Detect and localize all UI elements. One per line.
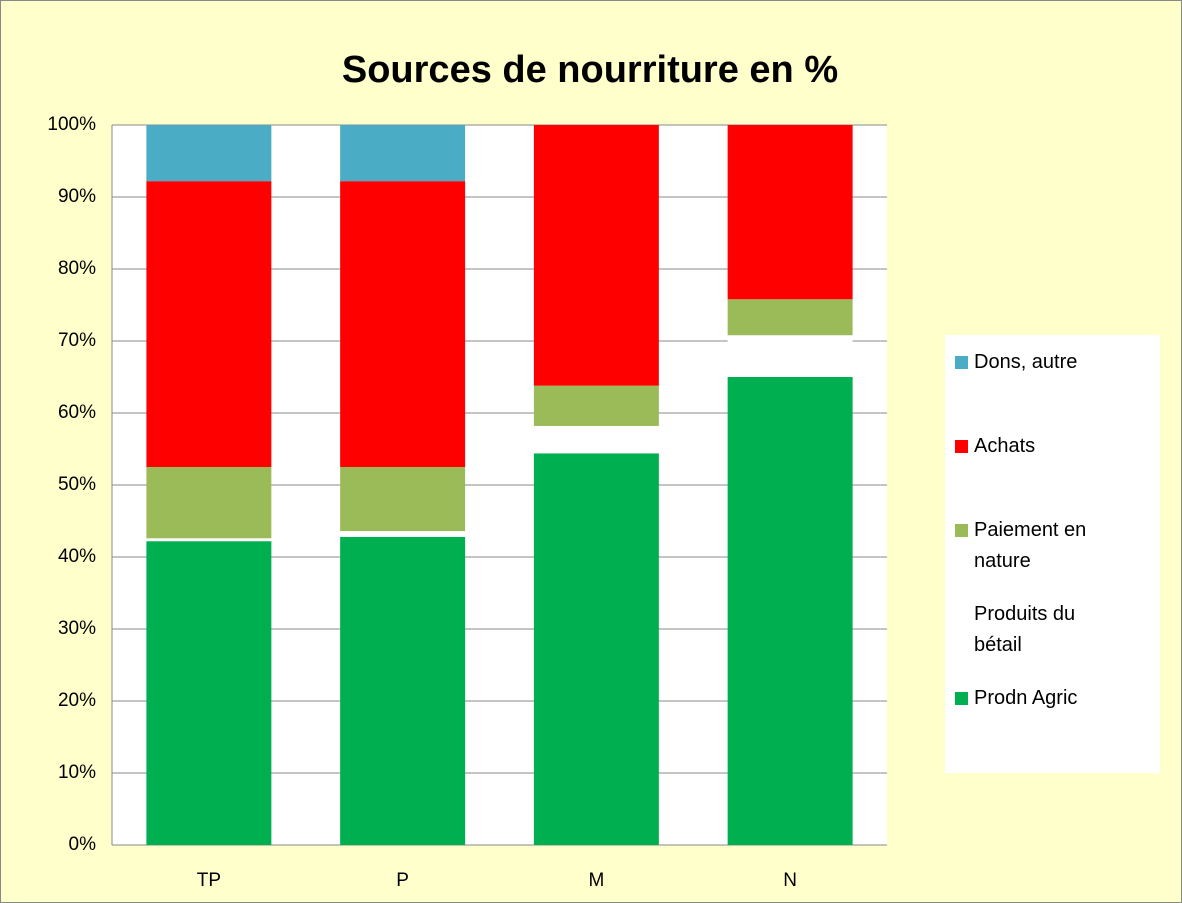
legend-label: Paiement en nature: [974, 519, 1087, 572]
x-tick-label: M: [588, 870, 604, 891]
bar-segment: [146, 181, 272, 467]
y-tick-label: 40%: [58, 546, 96, 567]
chart-title: Sources de nourriture en %: [342, 49, 838, 91]
y-tick-label: 90%: [58, 186, 96, 207]
legend-swatch: [955, 524, 968, 537]
y-tick-label: 10%: [58, 762, 96, 783]
bar-segment: [340, 536, 466, 845]
bar-segment: [340, 531, 466, 537]
bar-segment: [146, 125, 272, 182]
y-tick-label: 100%: [47, 114, 96, 135]
legend-label: Achats: [974, 435, 1036, 457]
y-tick-label: 0%: [69, 834, 97, 855]
y-tick-label: 50%: [58, 474, 96, 495]
legend-item: Dons, autre: [955, 347, 1160, 431]
bar-segment: [340, 467, 466, 532]
legend-swatch: [955, 608, 968, 621]
bar-segment: [533, 385, 659, 426]
y-tick-label: 80%: [58, 258, 96, 279]
bar-segment: [340, 181, 466, 467]
legend-item: Achats: [955, 431, 1160, 515]
legend-item: Produits du bétail: [955, 599, 1160, 683]
y-tick-label: 70%: [58, 330, 96, 351]
y-tick-label: 20%: [58, 690, 96, 711]
legend-swatch: [955, 440, 968, 453]
bar-segment: [146, 538, 272, 542]
bar-segment: [727, 299, 853, 336]
x-tick-label: N: [783, 870, 797, 891]
bar-segment: [727, 125, 853, 300]
legend-swatch: [955, 692, 968, 705]
legend: Dons, autre Achats Paiement en nature Produ…: [945, 335, 1160, 773]
bar-segment: [146, 467, 272, 539]
bar-segment: [340, 125, 466, 182]
legend-swatch: [955, 356, 968, 369]
legend-label: Produits du bétail: [974, 603, 1076, 656]
x-tick-label: P: [396, 870, 409, 891]
legend-item: Paiement en nature: [955, 515, 1160, 599]
legend-item: Prodn Agric: [955, 683, 1160, 767]
y-tick-label: 30%: [58, 618, 96, 639]
bar-segment: [146, 541, 272, 845]
x-tick-label: TP: [197, 870, 221, 891]
bar-segment: [533, 425, 659, 454]
bar-segment: [727, 335, 853, 377]
bar-segment: [533, 453, 659, 845]
legend-label: Dons, autre: [974, 351, 1078, 373]
bar-segment: [533, 125, 659, 386]
bar-segment: [727, 377, 853, 845]
y-tick-label: 60%: [58, 402, 96, 423]
legend-label: Prodn Agric: [974, 687, 1078, 709]
